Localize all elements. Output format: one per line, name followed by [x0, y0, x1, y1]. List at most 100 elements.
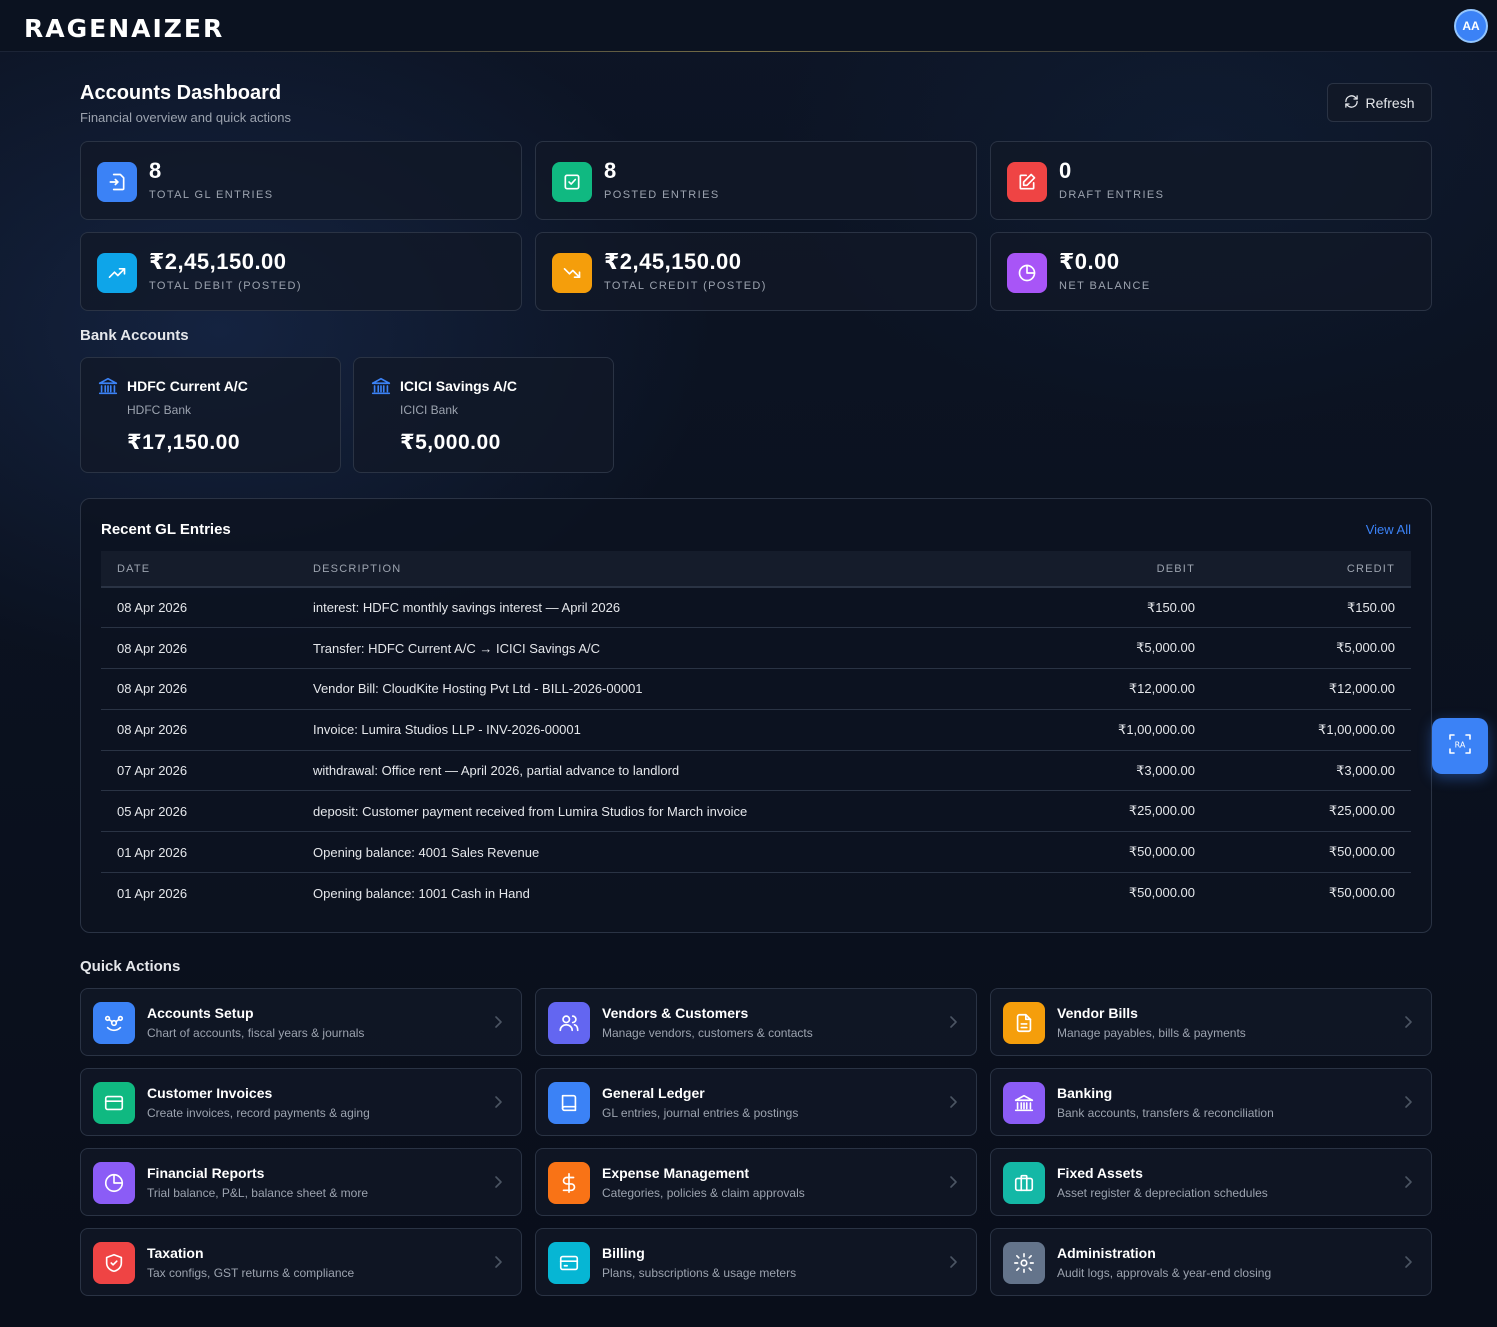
stat-label: TOTAL CREDIT (POSTED): [604, 280, 767, 292]
dollar-icon: [548, 1162, 590, 1204]
cell-date: 08 Apr 2026: [101, 709, 297, 751]
cell-date: 05 Apr 2026: [101, 790, 297, 833]
quick-action-fixed-assets[interactable]: Fixed Assets Asset register & depreciati…: [990, 1148, 1432, 1216]
cell-credit: ₹1,00,000.00: [1211, 709, 1411, 751]
trending-up-icon: [97, 253, 137, 293]
book-icon: [548, 1082, 590, 1124]
quick-action-billing[interactable]: Billing Plans, subscriptions & usage met…: [535, 1228, 977, 1296]
cell-credit: ₹12,000.00: [1211, 668, 1411, 710]
shield-icon: [93, 1242, 135, 1284]
table-row[interactable]: 01 Apr 2026 Opening balance: 1001 Cash i…: [101, 873, 1411, 914]
quick-action-description: Chart of accounts, fiscal years & journa…: [147, 1026, 365, 1040]
gl-panel-title: Recent GL Entries: [101, 521, 231, 538]
stat-card-total-credit: ₹2,45,150.00 TOTAL CREDIT (POSTED): [535, 232, 977, 311]
cell-description: Vendor Bill: CloudKite Hosting Pvt Ltd -…: [297, 668, 1011, 710]
user-avatar[interactable]: AA: [1454, 9, 1488, 43]
stat-card-draft-entries: 0 DRAFT ENTRIES: [990, 141, 1432, 220]
bank-card-hdfc[interactable]: HDFC Current A/C HDFC Bank ₹17,150.00: [80, 357, 341, 473]
cell-credit: ₹5,000.00: [1211, 627, 1411, 670]
recent-gl-entries-panel: Recent GL Entries View All DATE DESCRIPT…: [80, 498, 1432, 933]
quick-action-description: GL entries, journal entries & postings: [602, 1106, 799, 1120]
table-row[interactable]: 08 Apr 2026 Transfer: HDFC Current A/C →…: [101, 627, 1411, 670]
chevron-right-icon: [1401, 1094, 1415, 1115]
chevron-right-icon: [491, 1094, 505, 1115]
quick-action-taxation[interactable]: Taxation Tax configs, GST returns & comp…: [80, 1228, 522, 1296]
quick-action-title: Billing: [602, 1245, 645, 1261]
cell-date: 01 Apr 2026: [101, 831, 297, 874]
chevron-right-icon: [946, 1254, 960, 1275]
quick-action-title: Accounts Setup: [147, 1005, 254, 1021]
stat-card-net-balance: ₹0.00 NET BALANCE: [990, 232, 1432, 311]
credit-card-icon: [93, 1082, 135, 1124]
cell-debit: ₹150.00: [1011, 587, 1211, 629]
quick-action-description: Categories, policies & claim approvals: [602, 1186, 805, 1200]
stat-value: 0: [1059, 158, 1072, 183]
bank-balance: ₹5,000.00: [400, 431, 501, 454]
table-row[interactable]: 07 Apr 2026 withdrawal: Office rent — Ap…: [101, 750, 1411, 792]
cell-debit: ₹50,000.00: [1128, 885, 1195, 901]
trending-down-icon: [552, 253, 592, 293]
chevron-right-icon: [946, 1094, 960, 1115]
cell-date: 08 Apr 2026: [101, 668, 297, 710]
assistant-button[interactable]: RA: [1432, 718, 1488, 774]
quick-action-vendors-customers[interactable]: Vendors & Customers Manage vendors, cust…: [535, 988, 977, 1056]
chevron-right-icon: [491, 1014, 505, 1035]
quick-action-customer-invoices[interactable]: Customer Invoices Create invoices, recor…: [80, 1068, 522, 1136]
quick-action-accounts-setup[interactable]: Accounts Setup Chart of accounts, fiscal…: [80, 988, 522, 1056]
checkbox-icon: [552, 162, 592, 202]
stat-value: ₹2,45,150.00: [604, 249, 742, 274]
bank-name: HDFC Current A/C: [127, 378, 248, 394]
bank-institution: ICICI Bank: [400, 403, 459, 417]
cell-debit: ₹1,00,000.00: [1011, 709, 1211, 751]
table-row[interactable]: 08 Apr 2026 Vendor Bill: CloudKite Hosti…: [101, 668, 1411, 710]
view-all-link[interactable]: View All: [1365, 522, 1411, 537]
stat-value: ₹2,45,150.00: [149, 249, 287, 274]
table-row[interactable]: 01 Apr 2026 Opening balance: 4001 Sales …: [101, 831, 1411, 874]
bank-institution: HDFC Bank: [127, 403, 192, 417]
cell-credit: ₹3,000.00: [1211, 750, 1411, 792]
quick-action-description: Asset register & depreciation schedules: [1057, 1186, 1268, 1200]
stat-card-posted-entries: 8 POSTED ENTRIES: [535, 141, 977, 220]
chevron-right-icon: [491, 1254, 505, 1275]
cell-description: deposit: Customer payment received from …: [297, 790, 1011, 833]
chevron-right-icon: [946, 1014, 960, 1035]
quick-action-title: Financial Reports: [147, 1165, 265, 1181]
bank-card-icici[interactable]: ICICI Savings A/C ICICI Bank ₹5,000.00: [353, 357, 614, 473]
bank-name: ICICI Savings A/C: [400, 378, 517, 394]
bank-icon: [1003, 1082, 1045, 1124]
stat-label: POSTED ENTRIES: [604, 189, 720, 201]
app-logo[interactable]: RAGENAIZER: [24, 14, 225, 43]
column-header-date: DATE: [101, 551, 297, 588]
chevron-right-icon: [491, 1174, 505, 1195]
column-header-description: DESCRIPTION: [297, 551, 1011, 588]
quick-action-administration[interactable]: Administration Audit logs, approvals & y…: [990, 1228, 1432, 1296]
quick-action-financial-reports[interactable]: Financial Reports Trial balance, P&L, ba…: [80, 1148, 522, 1216]
quick-action-expense-management[interactable]: Expense Management Categories, policies …: [535, 1148, 977, 1216]
quick-action-title: Fixed Assets: [1057, 1165, 1143, 1181]
cell-debit: ₹3,000.00: [1011, 750, 1211, 792]
stat-label: TOTAL DEBIT (POSTED): [149, 280, 302, 292]
table-row[interactable]: 05 Apr 2026 deposit: Customer payment re…: [101, 790, 1411, 833]
refresh-icon: [1344, 94, 1359, 112]
quick-action-title: Customer Invoices: [147, 1085, 273, 1101]
cell-debit: ₹5,000.00: [1011, 627, 1211, 670]
stat-value: 8: [149, 158, 162, 183]
quick-action-banking[interactable]: Banking Bank accounts, transfers & recon…: [990, 1068, 1432, 1136]
page-title: Accounts Dashboard: [80, 82, 282, 104]
refresh-button[interactable]: Refresh: [1327, 83, 1432, 122]
table-row[interactable]: 08 Apr 2026 interest: HDFC monthly savin…: [101, 587, 1411, 629]
gl-entries-table: DATE DESCRIPTION DEBIT CREDIT 08 Apr 202…: [101, 551, 1411, 913]
quick-action-description: Trial balance, P&L, balance sheet & more: [147, 1186, 369, 1200]
cell-credit: ₹150.00: [1211, 587, 1411, 629]
cell-date: 01 Apr 2026: [117, 885, 188, 901]
quick-action-title: General Ledger: [602, 1085, 705, 1101]
quick-action-vendor-bills[interactable]: Vendor Bills Manage payables, bills & pa…: [990, 988, 1432, 1056]
quick-action-description: Bank accounts, transfers & reconciliatio…: [1057, 1106, 1274, 1120]
stat-card-total-debit: ₹2,45,150.00 TOTAL DEBIT (POSTED): [80, 232, 522, 311]
stat-label: TOTAL GL ENTRIES: [149, 189, 274, 201]
quick-action-general-ledger[interactable]: General Ledger GL entries, journal entri…: [535, 1068, 977, 1136]
file-text-icon: [1003, 1002, 1045, 1044]
quick-action-description: Manage payables, bills & payments: [1057, 1026, 1246, 1040]
top-bar: RAGENAIZER AA: [0, 0, 1497, 52]
table-row[interactable]: 08 Apr 2026 Invoice: Lumira Studios LLP …: [101, 709, 1411, 751]
